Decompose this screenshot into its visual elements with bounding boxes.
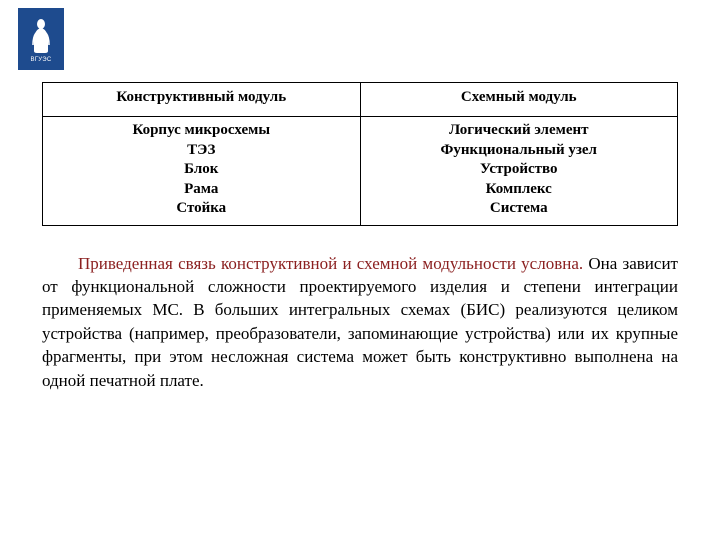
table-header-left: Конструктивный модуль	[43, 83, 361, 117]
logo-figure-icon	[26, 15, 56, 55]
cell-line: Функциональный узел	[365, 141, 674, 161]
cell-line: ТЭЗ	[47, 141, 356, 161]
modules-table: Конструктивный модуль Схемный модуль Кор…	[42, 82, 678, 226]
table-cell-left: Корпус микросхемы ТЭЗ Блок Рама Стойка	[43, 117, 361, 226]
logo-caption: ВГУЭС	[30, 57, 51, 63]
cell-line: Логический элемент	[365, 121, 674, 141]
cell-line: Стойка	[47, 199, 356, 219]
slide-content: Конструктивный модуль Схемный модуль Кор…	[0, 0, 720, 392]
table-header-row: Конструктивный модуль Схемный модуль	[43, 83, 678, 117]
university-logo: ВГУЭС	[18, 8, 64, 70]
body-paragraph: Приведенная связь конструктивной и схемн…	[42, 252, 678, 393]
paragraph-rest: Она зависит от функциональной сложности …	[42, 254, 678, 390]
table-header-right: Схемный модуль	[360, 83, 678, 117]
cell-line: Блок	[47, 160, 356, 180]
cell-line: Устройство	[365, 160, 674, 180]
paragraph-highlight: Приведенная связь конструктивной и схемн…	[78, 254, 583, 273]
cell-line: Комплекс	[365, 180, 674, 200]
table-cell-right: Логический элемент Функциональный узел У…	[360, 117, 678, 226]
cell-line: Система	[365, 199, 674, 219]
cell-line: Рама	[47, 180, 356, 200]
cell-line: Корпус микросхемы	[47, 121, 356, 141]
table-row: Корпус микросхемы ТЭЗ Блок Рама Стойка Л…	[43, 117, 678, 226]
